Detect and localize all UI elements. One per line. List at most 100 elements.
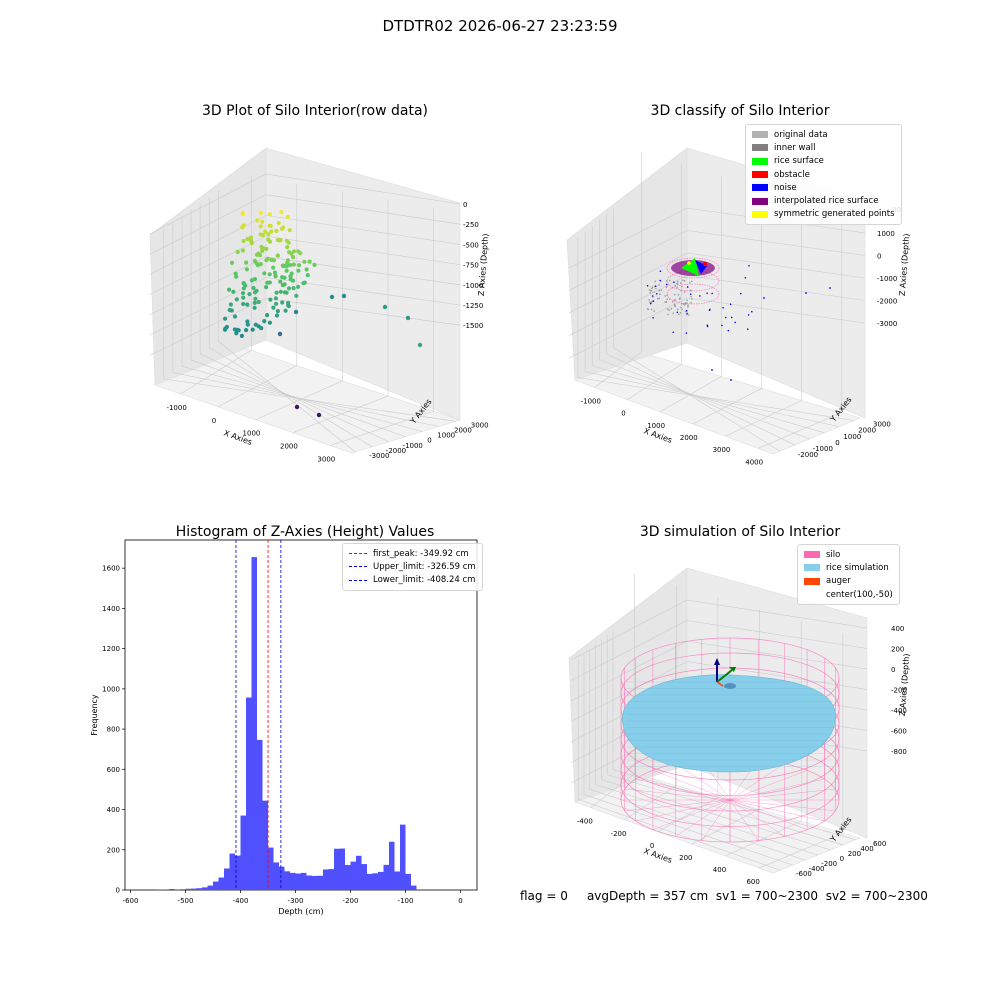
- classify-point-original: [665, 286, 668, 289]
- raw-xgrid: [255, 191, 343, 420]
- classify-title: 3D classify of Silo Interior: [650, 103, 830, 119]
- legend-entry: inner wall: [752, 141, 895, 154]
- legend-swatch: [752, 197, 768, 205]
- legend-label: auger: [826, 576, 851, 587]
- simulation-auger-x: [716, 681, 724, 687]
- histogram-plot[interactable]: -600 -500 -400 -300 -200 -100 0 0 200 400 600 800 10…: [80, 520, 490, 920]
- raw-xgrid: [217, 184, 298, 408]
- simulation-xtick-label: 200: [679, 854, 692, 862]
- raw-point: [258, 262, 263, 267]
- raw-point: [286, 303, 291, 308]
- histogram-bar: [389, 841, 395, 890]
- classify-point-original: [679, 282, 682, 284]
- classify-xtick-label: 4000: [745, 458, 763, 466]
- raw-ztick-label: 0: [463, 201, 467, 209]
- raw-point: [250, 327, 255, 332]
- classify-point-original: [649, 301, 651, 303]
- raw-zgrid: [149, 235, 461, 295]
- classify-ztick-label: 1000: [877, 230, 895, 238]
- classify-zaxis-label: Z Axies (Depth): [898, 233, 911, 296]
- simulation-silo-spoke: [729, 763, 785, 801]
- histogram-bar: [295, 873, 301, 890]
- classify-point-noise: [734, 321, 736, 324]
- histogram-bar: [229, 853, 235, 890]
- classify-points: [646, 257, 831, 381]
- histogram-bars: [158, 557, 417, 890]
- classify-point-noise: [685, 332, 688, 334]
- simulation-zgrid: [570, 599, 868, 661]
- simulation-plot[interactable]: -400-20002004006006004002000-200-400-600…: [555, 520, 925, 890]
- classify-point-original: [668, 309, 670, 312]
- classify-point-original: [654, 280, 656, 283]
- simulation-ygrid: [612, 629, 856, 841]
- raw-point: [275, 238, 281, 243]
- legend-entry: silo: [804, 548, 893, 561]
- legend-entry: auger: [804, 575, 893, 588]
- raw-point: [252, 290, 258, 295]
- classify-point-noise: [659, 279, 661, 282]
- raw-xtick-label: 0: [212, 417, 216, 425]
- raw-point: [271, 265, 276, 270]
- legend-label: rice simulation: [826, 562, 889, 573]
- simulation-legend: silo rice simulation auger center(100,-50): [797, 544, 900, 606]
- raw-point: [304, 267, 309, 272]
- status-flag: flag = 0: [520, 889, 568, 903]
- classify-xgrid: [692, 188, 762, 425]
- classify-point-original: [675, 282, 678, 285]
- raw-point: [288, 274, 293, 279]
- histogram-bar: [235, 855, 241, 890]
- classify-point-noise: [651, 295, 654, 297]
- classify-point-original: [677, 293, 680, 296]
- raw-point: [251, 285, 256, 291]
- classify-point-noise: [666, 283, 668, 286]
- raw-point: [249, 278, 254, 283]
- classify-ygrid: [584, 231, 840, 427]
- raw-point: [253, 296, 258, 301]
- raw-ygrid: [163, 228, 456, 422]
- classify-ytick-label: -1000: [813, 445, 833, 453]
- simulation-ztick-label: -200: [891, 687, 907, 695]
- raw-zgrid: [149, 297, 461, 356]
- classify-point-original: [681, 285, 683, 288]
- status-sv1: sv1 = 700~2300: [715, 889, 819, 903]
- raw-point: [284, 264, 289, 269]
- simulation-xtick-label: 400: [713, 866, 726, 874]
- raw-ygrid: [190, 210, 406, 437]
- raw-point: [244, 260, 249, 265]
- classify-point-noise: [763, 297, 765, 299]
- classify-point-noise: [673, 281, 675, 283]
- raw-xtick-label: 1000: [243, 430, 261, 438]
- raw-point: [273, 296, 278, 301]
- classify-point-noise: [740, 292, 742, 295]
- classify-noise-blob: [695, 260, 707, 274]
- classify-point-original: [684, 310, 687, 313]
- raw-point: [259, 244, 264, 249]
- raw-point: [282, 275, 287, 280]
- classify-ygrid: [613, 207, 781, 452]
- raw-xtick-label: -1000: [166, 404, 186, 412]
- histogram-bar: [246, 697, 252, 890]
- simulation-silo-spoke: [729, 788, 836, 801]
- simulation-silo-spoke: [652, 799, 731, 830]
- raw-ztick-label: -1000: [463, 282, 483, 290]
- histogram-bar: [400, 824, 406, 890]
- status-sv2: sv2 = 700~2300: [825, 889, 928, 903]
- classify-point-original: [680, 289, 682, 292]
- histogram-bar: [180, 889, 186, 890]
- raw-point: [263, 229, 268, 234]
- histogram-ytick-label: 200: [107, 846, 120, 854]
- raw-point: [241, 238, 246, 244]
- raw-point: [265, 313, 270, 318]
- raw-scatter-title: 3D Plot of Silo Interior(row data): [201, 103, 429, 119]
- histogram-ytick-label: 1600: [102, 565, 120, 573]
- histogram-xtick-label: 0: [458, 897, 462, 905]
- status-line: flag = 0 avgDepth = 357 cm sv1 = 700~230…: [520, 889, 928, 903]
- simulation-ytick-label: 200: [848, 850, 861, 858]
- histogram-bar: [273, 862, 279, 890]
- classify-silo-ring: [666, 257, 720, 279]
- classify-point-original: [651, 287, 653, 290]
- classify-point-original: [650, 289, 652, 292]
- raw-point: [265, 280, 270, 285]
- legend-swatch: [752, 184, 768, 192]
